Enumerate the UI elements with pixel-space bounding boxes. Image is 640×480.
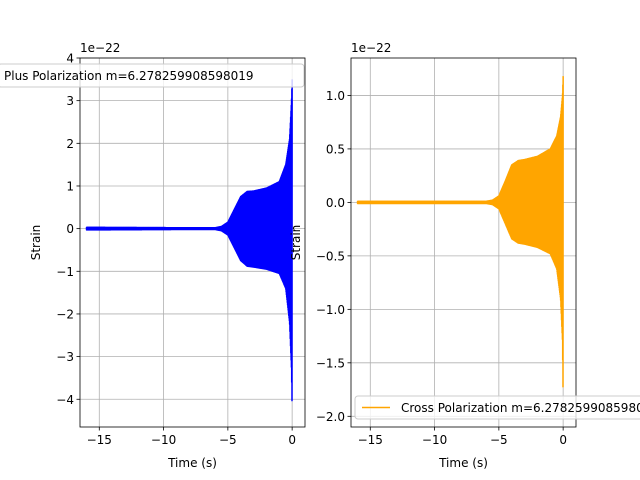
x-tick-label: −10: [422, 433, 447, 447]
y-tick-label: −1: [56, 265, 74, 279]
right-legend: Cross Polarization m=6.278259908598019: [354, 395, 640, 420]
left-waveform: [85, 79, 293, 402]
y-tick-label: 0: [66, 222, 74, 236]
y-tick-label: 1.0: [326, 89, 345, 103]
x-tick-label: 0: [288, 433, 296, 447]
left-legend-label: Plus Polarization m=6.278259908598019: [4, 69, 254, 83]
left-legend-box: [0, 63, 305, 88]
y-tick-label: 1: [66, 179, 74, 193]
cross-polarization-panel: −15 −10 −5 0 −2.0 −1.5 −1.0 −0.5 0.0 0.5 1.0 1e−22…: [289, 41, 640, 470]
x-tick-label: 0: [559, 433, 567, 447]
right-legend-label: Cross Polarization m=6.278259908598019: [401, 401, 640, 415]
x-tick-label: −5: [219, 433, 237, 447]
waveform-line: [85, 79, 293, 402]
x-tick-label: −15: [87, 433, 112, 447]
y-tick-label: −2.0: [316, 410, 345, 424]
y-tick-label: 2: [66, 137, 74, 151]
y-tick-label: −3: [56, 350, 74, 364]
y-tick-label: −1.5: [316, 356, 345, 370]
x-tick-label: −10: [151, 433, 176, 447]
y-tick-label: −4: [56, 393, 74, 407]
left-axes-frame: [79, 57, 306, 428]
x-tick-label: −15: [358, 433, 383, 447]
right-legend-box: [354, 395, 640, 420]
left-offset-text: 1e−22: [80, 41, 120, 55]
waveform-line: [356, 76, 564, 388]
y-tick-label: −0.5: [316, 249, 345, 263]
y-tick-label: 0.0: [326, 196, 345, 210]
right-x-axis-label: Time (s): [438, 456, 488, 470]
right-waveform: [356, 76, 564, 388]
right-ticks: −15 −10 −5 0 −2.0 −1.5 −1.0 −0.5 0.0 0.5 1.0: [316, 89, 567, 447]
x-tick-label: −5: [490, 433, 508, 447]
y-tick-label: 4: [66, 52, 74, 66]
right-y-axis-label: Strain: [289, 225, 303, 261]
left-y-axis-label: Strain: [29, 225, 43, 261]
left-x-axis-label: Time (s): [167, 456, 217, 470]
y-tick-label: −2: [56, 307, 74, 321]
right-axes-frame: [350, 57, 577, 428]
y-tick-label: 0.5: [326, 142, 345, 156]
left-legend: Plus Polarization m=6.278259908598019: [0, 63, 305, 88]
right-offset-text: 1e−22: [351, 41, 391, 55]
y-tick-label: 3: [66, 94, 74, 108]
y-tick-label: −1.0: [316, 303, 345, 317]
